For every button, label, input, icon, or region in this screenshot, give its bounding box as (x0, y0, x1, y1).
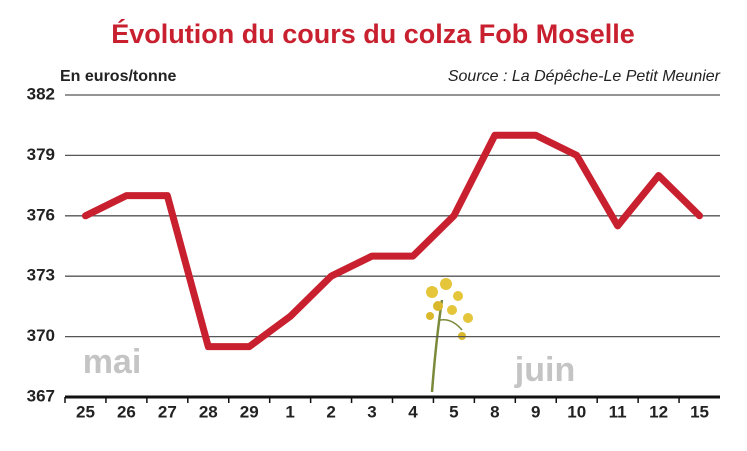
x-tick-label: 28 (199, 402, 218, 421)
x-tick-label: 11 (609, 402, 627, 421)
price-line (81, 131, 704, 351)
x-tick-label: 9 (531, 402, 540, 421)
x-tick-label: 5 (449, 402, 458, 421)
chart-title: Évolution du cours du colza Fob Moselle (111, 18, 635, 49)
x-tick-label: 10 (567, 402, 586, 421)
x-tick-label: 4 (408, 402, 418, 421)
y-tick-label: 373 (27, 266, 55, 285)
x-tick-label: 29 (240, 402, 259, 421)
x-tick-label: 27 (158, 402, 177, 421)
x-tick-label: 26 (117, 402, 136, 421)
x-tick-label: 12 (649, 402, 668, 421)
y-tick-label: 379 (27, 145, 55, 164)
x-tick-label: 8 (490, 402, 499, 421)
x-tick-label: 1 (285, 402, 294, 421)
x-tick-label: 25 (76, 402, 95, 421)
source: Source : La Dépêche-Le Petit Meunier (448, 68, 721, 85)
y-tick-label: 367 (27, 386, 55, 405)
flower-illustration (426, 278, 473, 393)
y-tick-label: 370 (27, 326, 55, 345)
x-tick-label: 2 (326, 402, 335, 421)
period-label: juin (514, 351, 575, 389)
period-label: mai (83, 343, 142, 381)
y-axis-label: En euros/tonne (60, 68, 177, 85)
y-tick-label: 382 (27, 84, 55, 103)
x-tick-label: 3 (367, 402, 376, 421)
y-tick-label: 376 (27, 205, 55, 224)
x-tick-label: 15 (690, 402, 709, 421)
